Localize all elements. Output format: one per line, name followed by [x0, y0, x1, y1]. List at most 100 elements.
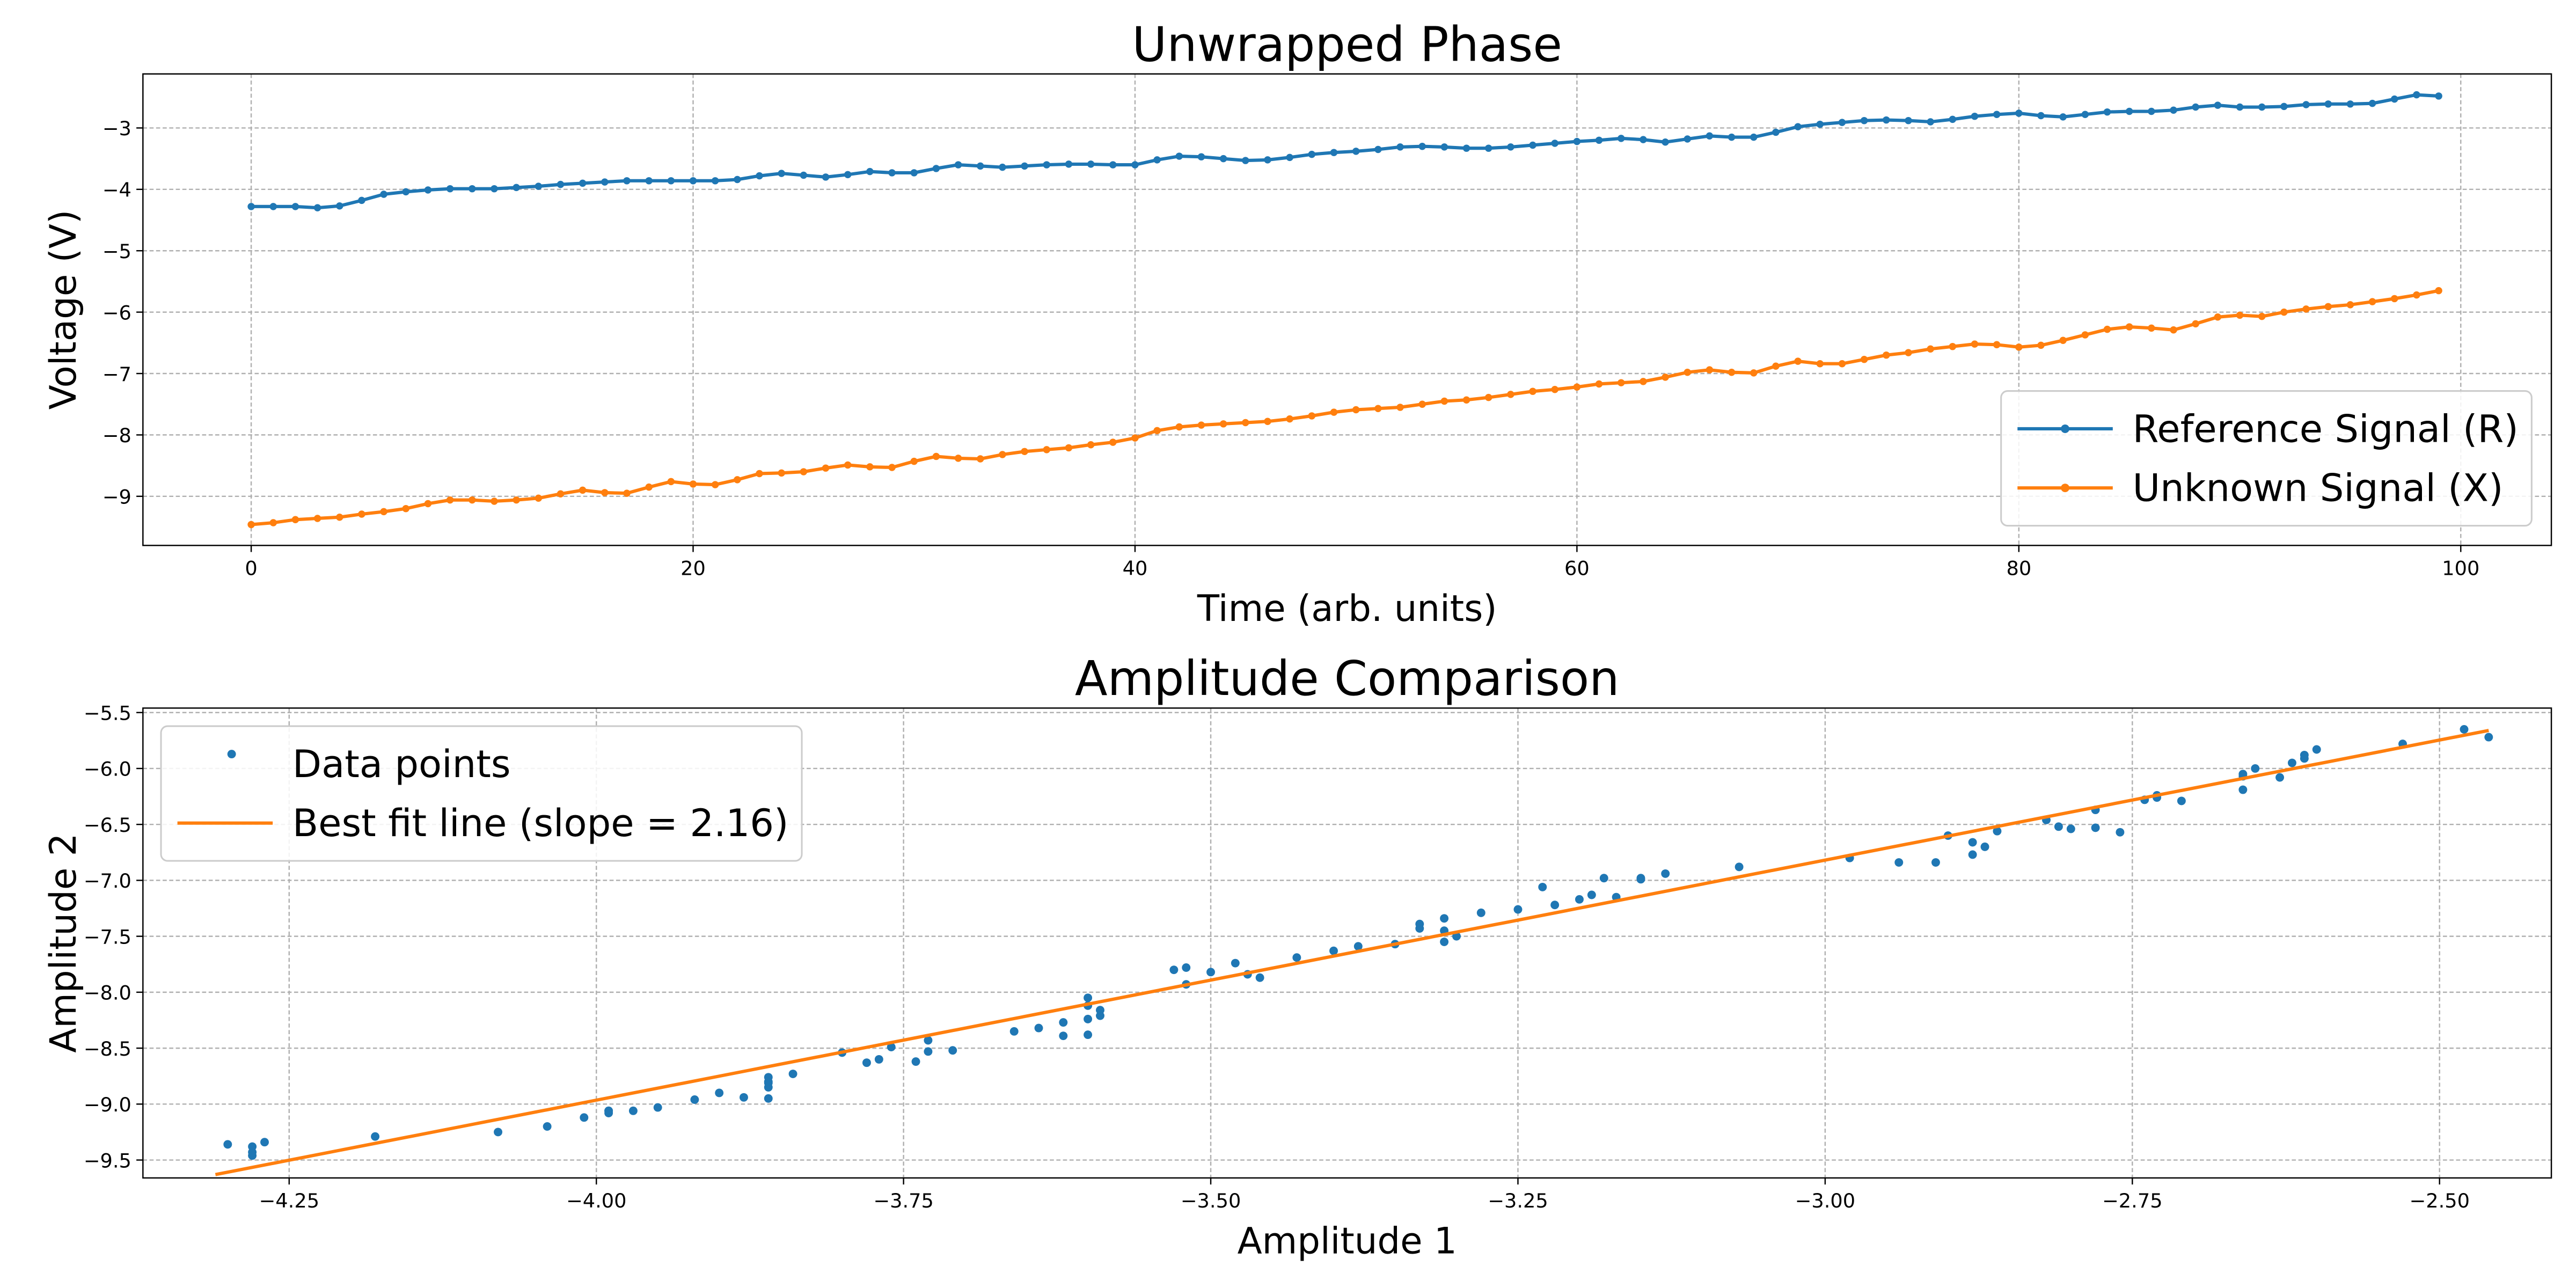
data-point [1507, 143, 1514, 151]
x-tick-label: −4.25 [259, 1189, 320, 1212]
legend-marker [2061, 425, 2070, 433]
legend-label: Reference Signal (R) [2133, 407, 2519, 451]
data-point [424, 186, 432, 194]
y-tick-label: −3 [103, 117, 131, 140]
data-point [1206, 968, 1216, 977]
x-axis-label: Time (arb. units) [1197, 587, 1497, 630]
y-tick-label: −7.0 [84, 869, 131, 892]
plot-frame [142, 73, 2552, 546]
data-point [1661, 869, 1670, 878]
legend-label: Best fit line (slope = 2.16) [292, 801, 789, 845]
data-point [1087, 160, 1095, 168]
series-line [251, 289, 2439, 526]
data-point [1513, 905, 1523, 914]
data-point [888, 464, 896, 471]
data-point [313, 515, 321, 522]
data-point [954, 161, 962, 169]
data-point [740, 1093, 748, 1102]
data-point [1587, 890, 1596, 899]
data-point [2091, 823, 2100, 832]
data-point [800, 468, 808, 475]
y-tick-label: −6.5 [84, 814, 131, 837]
data-point [223, 1140, 232, 1149]
data-point [2066, 824, 2075, 833]
data-point [358, 196, 365, 204]
data-point [1197, 153, 1205, 160]
data-point [1507, 391, 1514, 398]
data-point [2346, 301, 2354, 309]
data-point [874, 1055, 883, 1064]
data-point [887, 1043, 896, 1051]
data-point [1396, 404, 1404, 411]
data-point [1860, 116, 1868, 125]
data-point [247, 521, 255, 529]
data-point [1087, 441, 1095, 449]
x-tick-label: −3.25 [1488, 1189, 1548, 1212]
data-point [910, 457, 918, 465]
y-tick-label: −4 [103, 179, 131, 202]
data-point [543, 1122, 552, 1131]
data-point [2302, 305, 2310, 313]
data-point [866, 167, 874, 175]
data-point [2214, 101, 2222, 109]
data-point [260, 1138, 269, 1147]
data-point [1794, 123, 1802, 130]
data-point [1255, 973, 1264, 982]
data-point [667, 177, 675, 185]
data-point [1971, 340, 1979, 348]
data-point [1706, 132, 1714, 140]
data-point [424, 500, 432, 508]
data-point [1153, 427, 1161, 435]
subplot: −4.25 −4.00 −3.75 −3.50 −3.25 −3.00 −2.75 −2.50… [42, 651, 2552, 1262]
data-point [1735, 862, 1744, 872]
data-point [601, 178, 609, 186]
data-point [1219, 420, 1227, 428]
data-point [1750, 369, 1758, 377]
legend: Data points Best fit line (slope = 2.16) [160, 725, 803, 862]
data-point [2125, 107, 2133, 115]
data-point [1595, 380, 1603, 388]
data-point [1860, 355, 1868, 363]
data-point [1816, 120, 1824, 128]
data-point [2435, 287, 2442, 295]
data-point [1706, 366, 1714, 374]
data-point [2015, 109, 2023, 117]
x-tick-label: −3.00 [1795, 1189, 1856, 1212]
data-point [1153, 156, 1161, 164]
y-tick-label: −7.5 [84, 925, 131, 948]
data-point [2148, 107, 2155, 115]
data-point [1949, 115, 1957, 123]
data-point [1640, 136, 1647, 143]
data-point [1330, 149, 1338, 156]
data-point [1905, 349, 1912, 356]
data-point [2302, 101, 2310, 108]
data-point [1440, 397, 1448, 405]
data-point [2251, 764, 2260, 773]
data-point [1905, 116, 1912, 125]
data-point [1440, 914, 1449, 923]
y-tick-label: −8 [103, 424, 131, 447]
data-point [1021, 162, 1028, 170]
data-point [1059, 1018, 1068, 1027]
data-point [689, 480, 697, 488]
data-point [1750, 133, 1758, 141]
data-point [1618, 379, 1625, 386]
data-point [1065, 444, 1073, 452]
data-point [999, 163, 1006, 171]
data-point [2280, 103, 2288, 111]
data-point [623, 489, 631, 497]
data-point [1242, 157, 1249, 164]
data-point [1415, 919, 1424, 928]
data-point [1573, 137, 1581, 145]
data-point [734, 476, 741, 484]
data-point [689, 177, 697, 185]
data-point [1109, 438, 1117, 446]
y-tick-label: −9.5 [84, 1149, 131, 1172]
data-point [2484, 733, 2493, 742]
data-point [1175, 152, 1183, 160]
data-point [932, 452, 940, 460]
data-point [822, 464, 830, 472]
data-point [2258, 312, 2266, 320]
data-point [2236, 103, 2244, 111]
data-point [2103, 108, 2111, 116]
